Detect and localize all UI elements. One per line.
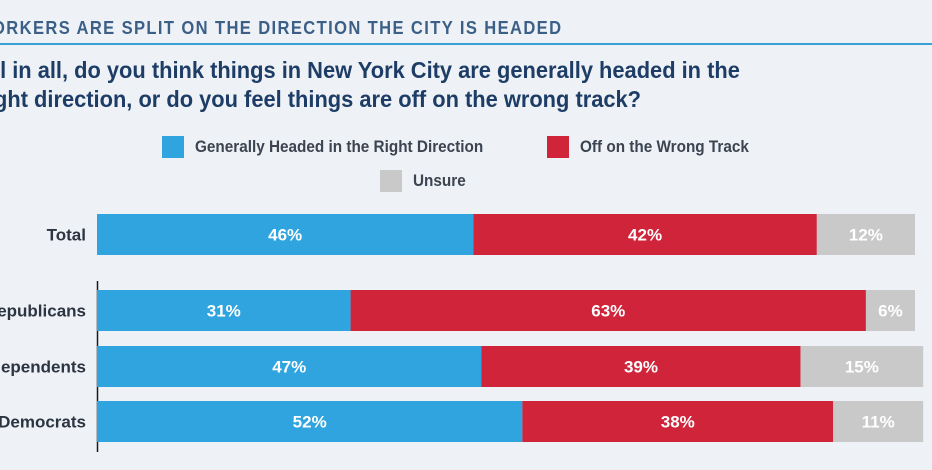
chart-header: ORKERS ARE SPLIT ON THE DIRECTION THE CI… [0, 0, 932, 60]
bar-democrats-unsure [833, 401, 924, 442]
survey-question-line-2: ght direction, or do you feel things are… [0, 86, 642, 112]
bar-total-right-direction [97, 214, 474, 255]
legend-label-wrong-track: Off on the Wrong Track [580, 137, 749, 156]
bar-label-democrats-right-direction: 52% [293, 413, 327, 432]
chart-title: ORKERS ARE SPLIT ON THE DIRECTION THE CI… [0, 18, 563, 38]
bar-label-independents-unsure: 15% [845, 358, 879, 377]
bar-independents-right-direction [97, 346, 482, 387]
bar-label-republicans-wrong-track: 63% [591, 302, 625, 321]
legend-swatch-unsure [380, 170, 402, 192]
legend-label-unsure: Unsure [413, 171, 466, 190]
bar-label-republicans-right-direction: 31% [207, 302, 241, 321]
bar-label-republicans-unsure: 6% [878, 302, 903, 321]
legend-label-right-direction: Generally Headed in the Right Direction [195, 137, 484, 156]
legend-item-right-direction: Generally Headed in the Right Direction [162, 136, 515, 158]
bar-label-total-unsure: 12% [849, 226, 883, 245]
bar-republicans-unsure [865, 290, 915, 331]
bar-total-unsure [816, 214, 915, 255]
legend-item-wrong-track: Off on the Wrong Track [547, 136, 768, 158]
bar-label-total-right-direction: 46% [268, 226, 302, 245]
bar-democrats-wrong-track [522, 401, 834, 442]
header-rule [0, 43, 932, 45]
category-label-democrats: Democrats [0, 413, 86, 432]
bar-label-independents-right-direction: 47% [272, 358, 306, 377]
bar-label-total-wrong-track: 42% [628, 226, 662, 245]
legend-item-unsure: Unsure [380, 170, 472, 192]
bar-independents-wrong-track [481, 346, 801, 387]
legend-swatch-wrong-track [547, 136, 569, 158]
bar-label-independents-wrong-track: 39% [624, 358, 658, 377]
legend-swatch-right-direction [162, 136, 184, 158]
bar-total-wrong-track [473, 214, 817, 255]
bar-republicans-right-direction [97, 290, 351, 331]
bar-republicans-wrong-track [350, 290, 866, 331]
category-label-republicans: epublicans [0, 302, 86, 321]
survey-question-line-1: ll in all, do you think things in New Yo… [0, 57, 740, 83]
bar-label-democrats-wrong-track: 38% [661, 413, 695, 432]
bar-democrats-right-direction [97, 401, 523, 442]
survey-question: ll in all, do you think things in New Yo… [0, 56, 849, 114]
chart-legend: Generally Headed in the Right Direction … [0, 132, 932, 202]
category-label-total: Total [47, 226, 86, 245]
bar-independents-unsure [800, 346, 924, 387]
bar-label-democrats-unsure: 11% [862, 413, 895, 432]
category-label-independents: ependents [1, 358, 86, 377]
